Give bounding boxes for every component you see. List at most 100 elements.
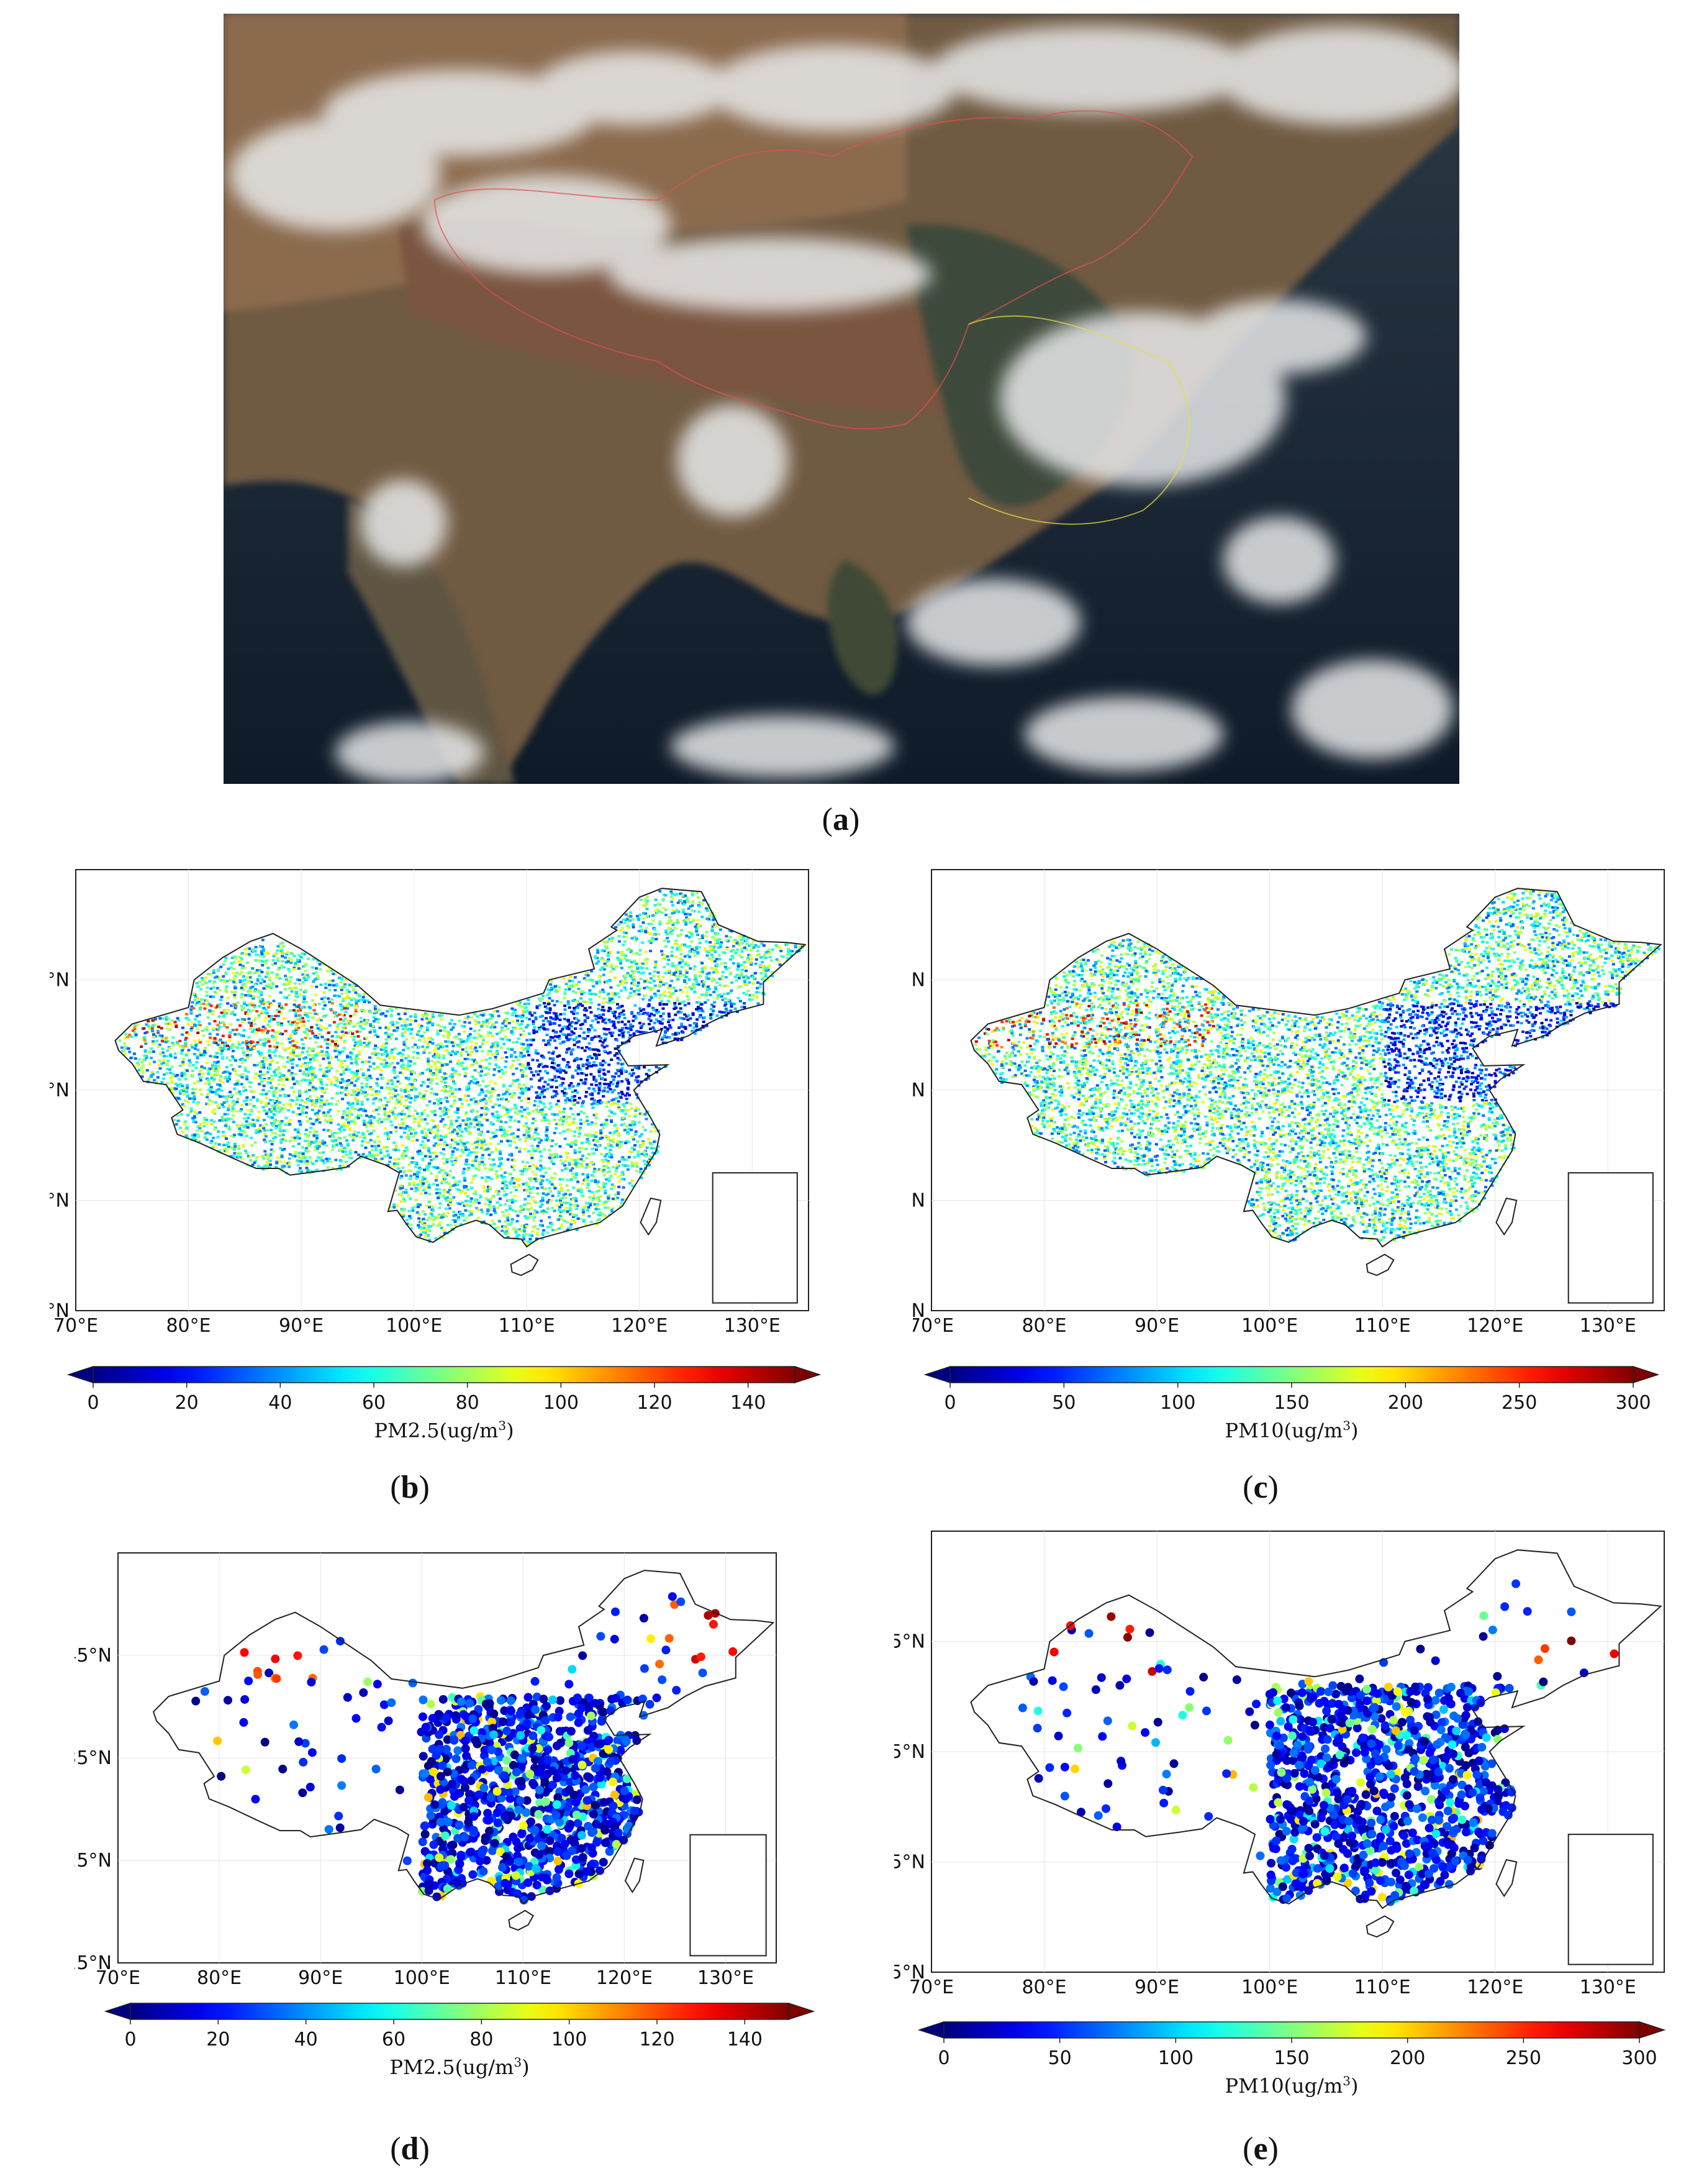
pm-pixel	[275, 1068, 279, 1071]
pm-pixel	[289, 961, 293, 964]
pm-pixel	[714, 939, 717, 942]
pm-pixel	[757, 953, 761, 956]
pm-pixel	[253, 1076, 257, 1080]
pm-pixel	[766, 978, 770, 981]
pm-pixel	[530, 1177, 534, 1180]
pm-pixel	[519, 1034, 523, 1037]
pm-pixel	[243, 948, 247, 951]
pm-pixel	[435, 1054, 439, 1057]
pm-pixel	[502, 1093, 505, 1096]
pm-pixel	[339, 1004, 343, 1008]
pm-pixel	[486, 1199, 490, 1202]
pm-pixel	[611, 1103, 615, 1106]
pm-pixel	[387, 1117, 391, 1120]
pm-pixel	[609, 950, 613, 953]
pm-pixel	[596, 950, 600, 953]
pm-pixel	[292, 986, 296, 990]
pm-pixel	[599, 1133, 603, 1136]
pm-pixel	[585, 971, 589, 975]
pm-pixel	[543, 1167, 546, 1170]
pm-pixel	[217, 1015, 221, 1018]
pm-pixel	[602, 1027, 606, 1031]
pm-pixel	[631, 1025, 635, 1028]
pm-pixel	[617, 1145, 621, 1149]
pm-pixel	[245, 1044, 248, 1047]
pm-pixel	[692, 986, 696, 990]
pm-pixel	[764, 951, 768, 954]
pm-pixel	[262, 1062, 266, 1065]
pm-pixel	[209, 995, 212, 998]
pm-pixel	[660, 911, 664, 914]
pm-pixel	[551, 1229, 555, 1232]
pm-pixel	[274, 1109, 278, 1112]
pm-pixel	[233, 1087, 237, 1090]
pm-pixel	[671, 1018, 675, 1021]
pm-pixel	[671, 965, 674, 968]
pm-pixel	[623, 1164, 627, 1167]
pm-pixel	[225, 1056, 229, 1059]
pm-pixel	[260, 1029, 263, 1032]
pm-pixel	[338, 1137, 342, 1140]
pm-pixel	[258, 1075, 261, 1078]
pm-pixel	[357, 1091, 361, 1094]
pm-pixel	[491, 1112, 494, 1116]
pm-pixel	[603, 1039, 607, 1042]
pm-pixel	[609, 970, 613, 973]
pm-pixel	[335, 1040, 338, 1043]
pm-pixel	[273, 1031, 276, 1034]
pm-pixel	[410, 1187, 414, 1190]
pm-pixel	[280, 1154, 284, 1157]
pm-pixel	[407, 1214, 411, 1217]
pm-pixel	[541, 1212, 545, 1215]
pm-pixel	[451, 1080, 455, 1083]
pm-pixel	[242, 1144, 245, 1147]
pm-pixel	[474, 1078, 478, 1081]
pm-pixel	[290, 1136, 294, 1139]
pm-pixel	[255, 1156, 259, 1159]
pm-pixel	[225, 1097, 229, 1100]
pm-pixel	[233, 1103, 237, 1106]
pm-pixel	[314, 1087, 318, 1090]
pm-pixel	[464, 1112, 468, 1116]
pm-pixel	[691, 909, 694, 912]
pm-pixel	[446, 1224, 450, 1227]
pm-pixel	[554, 1068, 558, 1071]
pm-pixel	[748, 994, 752, 997]
pm-pixel	[294, 1009, 297, 1012]
pm-pixel	[681, 960, 684, 963]
pm-pixel	[350, 1093, 353, 1096]
pm-pixel	[581, 1211, 585, 1214]
pm-pixel	[270, 1017, 273, 1021]
pm-pixel	[247, 1008, 250, 1011]
pm-pixel	[456, 1116, 460, 1119]
pm-pixel	[467, 1199, 471, 1203]
pm-pixel	[292, 1021, 296, 1024]
pm-pixel	[608, 997, 612, 1000]
pm-pixel	[512, 1011, 516, 1014]
pm-pixel	[303, 1155, 307, 1158]
pm-pixel	[301, 1063, 304, 1066]
pm-pixel	[573, 998, 576, 1001]
pm-pixel	[596, 1196, 600, 1199]
pm-pixel	[201, 983, 204, 986]
pm-pixel	[555, 1113, 559, 1116]
pm-pixel	[648, 1158, 651, 1162]
pm-pixel	[340, 1031, 344, 1034]
pm-pixel	[633, 1004, 637, 1007]
pm-pixel	[617, 1034, 621, 1037]
pm-pixel	[576, 1006, 580, 1009]
pm-pixel	[482, 1186, 486, 1190]
pm-pixel	[158, 1059, 161, 1062]
pm-pixel	[576, 1101, 580, 1104]
pm-pixel	[540, 1203, 544, 1206]
pm-pixel	[274, 1166, 278, 1169]
pm-pixel	[494, 1211, 497, 1214]
pm-pixel	[171, 1073, 175, 1076]
pm-pixel	[181, 1085, 184, 1088]
pm-pixel	[452, 1211, 456, 1214]
pm-pixel	[592, 1134, 596, 1137]
pm-pixel	[464, 1050, 468, 1053]
pm-pixel	[259, 954, 263, 957]
pm-pixel	[504, 1113, 507, 1116]
pm-pixel	[291, 1066, 294, 1069]
